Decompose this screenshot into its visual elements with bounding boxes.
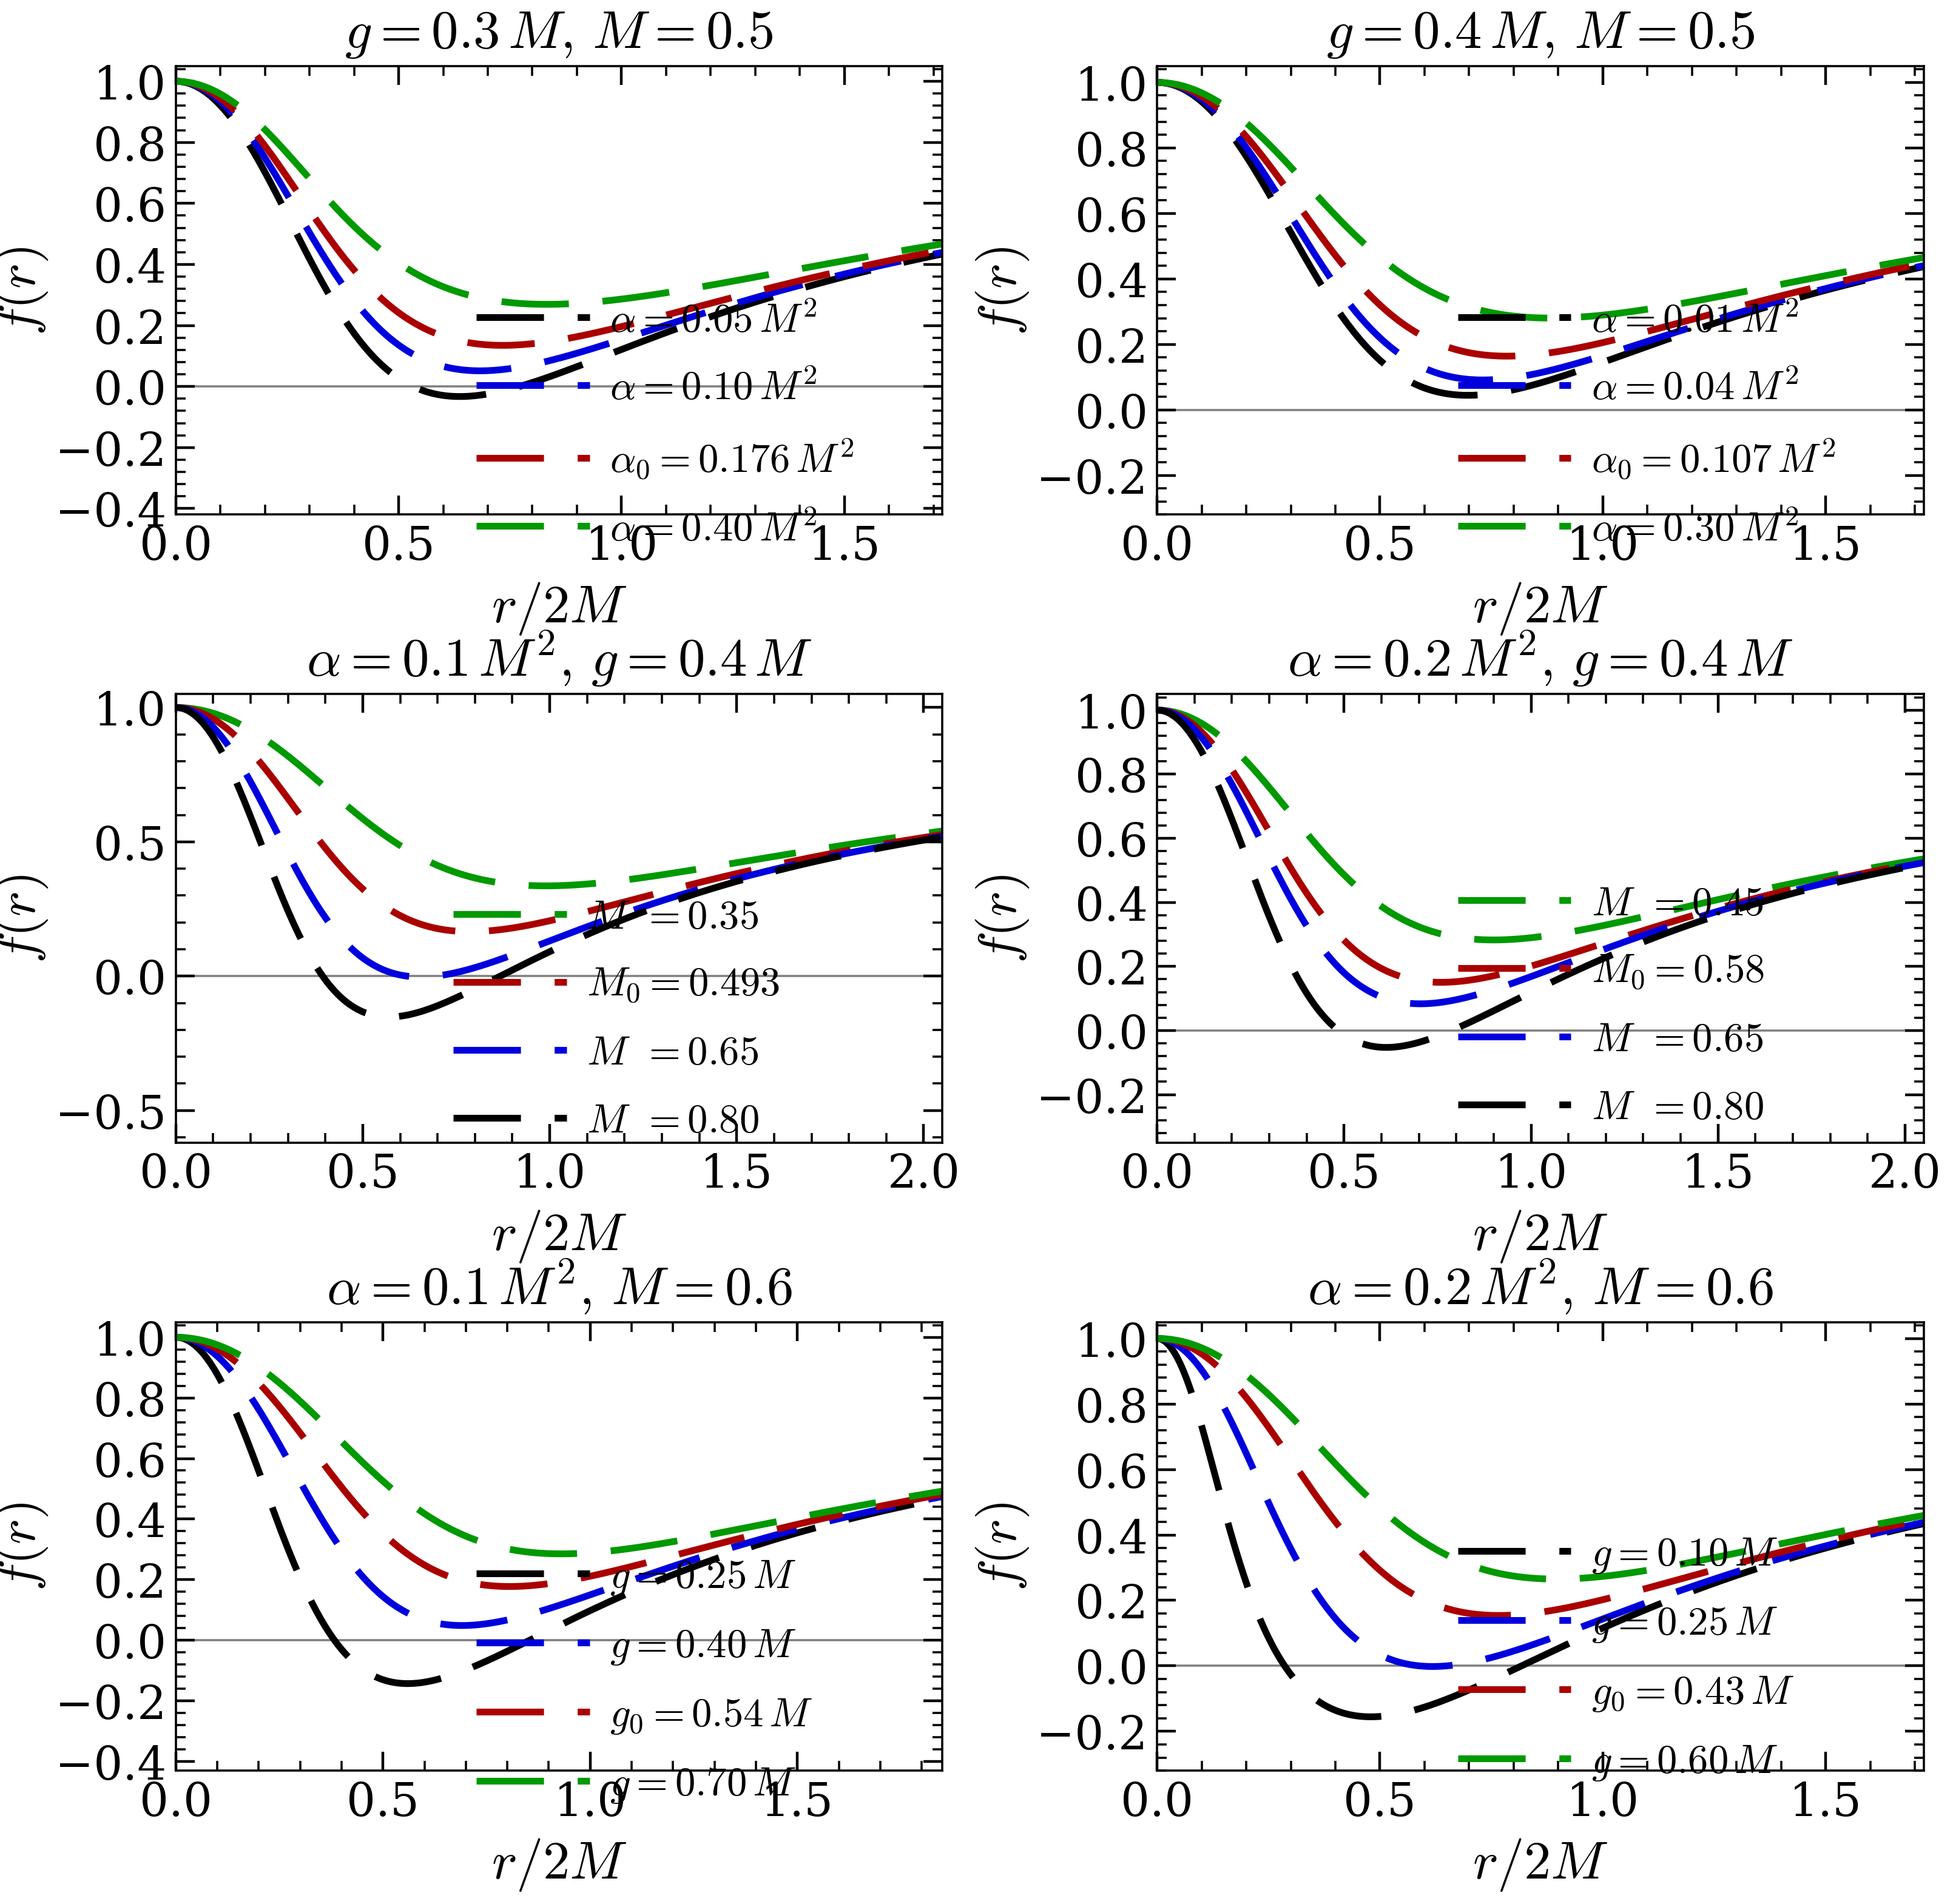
Legend: $M\;\,= 0.45$, $M_0 = 0.58$, $M\;\,= 0.65$, $M\;\,= 0.80$: $M\;\,= 0.45$, $M_0 = 0.58$, $M\;\,= 0.6… xyxy=(1445,872,1775,1139)
X-axis label: $r/2M$: $r/2M$ xyxy=(1473,581,1609,636)
Legend: $g = 0.25\,M$, $g = 0.40\,M$, $g_0 = 0.54\,M$, $g = 0.70\,M$: $g = 0.25\,M$, $g = 0.40\,M$, $g_0 = 0.5… xyxy=(465,1544,824,1816)
Y-axis label: $f(r)$: $f(r)$ xyxy=(0,874,49,963)
Legend: $M\;\,= 0.35$, $M_0 = 0.493$, $M\;\,= 0.65$, $M\;\,= 0.80$: $M\;\,= 0.35$, $M_0 = 0.493$, $M\;\,= 0.… xyxy=(441,885,793,1154)
Legend: $\alpha = 0.05\,M^2$, $\alpha = 0.10\,M^2$, $\alpha_0 = 0.176\,M^2$, $\alpha = 0: $\alpha = 0.05\,M^2$, $\alpha = 0.10\,M^… xyxy=(465,289,867,562)
Y-axis label: $f(r)$: $f(r)$ xyxy=(975,1502,1031,1590)
Legend: $g = 0.10\,M$, $g = 0.25\,M$, $g_0 = 0.43\,M$, $g = 0.60\,M$: $g = 0.10\,M$, $g = 0.25\,M$, $g_0 = 0.4… xyxy=(1445,1521,1807,1794)
X-axis label: $r/2M$: $r/2M$ xyxy=(1473,1207,1609,1264)
Y-axis label: $f(r)$: $f(r)$ xyxy=(0,1502,49,1590)
Title: $\alpha = 0.2\,M^2,\,M = 0.6$: $\alpha = 0.2\,M^2,\,M = 0.6$ xyxy=(1307,1257,1773,1316)
Title: $g = 0.4\,M,\,M = 0.5$: $g = 0.4\,M,\,M = 0.5$ xyxy=(1326,8,1754,59)
Title: $\alpha = 0.1\,M^2,\,g = 0.4\,M$: $\alpha = 0.1\,M^2,\,g = 0.4\,M$ xyxy=(307,628,812,687)
Y-axis label: $f(r)$: $f(r)$ xyxy=(0,248,49,335)
Y-axis label: $f(r)$: $f(r)$ xyxy=(975,874,1031,963)
X-axis label: $r/2M$: $r/2M$ xyxy=(1473,1835,1609,1893)
Title: $\alpha = 0.1\,M^2,\,M = 0.6$: $\alpha = 0.1\,M^2,\,M = 0.6$ xyxy=(326,1257,793,1316)
X-axis label: $r/2M$: $r/2M$ xyxy=(490,1207,627,1264)
Legend: $\alpha = 0.01\,M^2$, $\alpha = 0.04\,M^2$, $\alpha_0 = 0.107\,M^2$, $\alpha = 0: $\alpha = 0.01\,M^2$, $\alpha = 0.04\,M^… xyxy=(1445,289,1848,562)
X-axis label: $r/2M$: $r/2M$ xyxy=(490,581,627,636)
Title: $g = 0.3\,M,\,M = 0.5$: $g = 0.3\,M,\,M = 0.5$ xyxy=(346,8,773,59)
Title: $\alpha = 0.2\,M^2,\,g = 0.4\,M$: $\alpha = 0.2\,M^2,\,g = 0.4\,M$ xyxy=(1287,628,1793,687)
Y-axis label: $f(r)$: $f(r)$ xyxy=(975,248,1031,335)
X-axis label: $r/2M$: $r/2M$ xyxy=(490,1835,627,1893)
